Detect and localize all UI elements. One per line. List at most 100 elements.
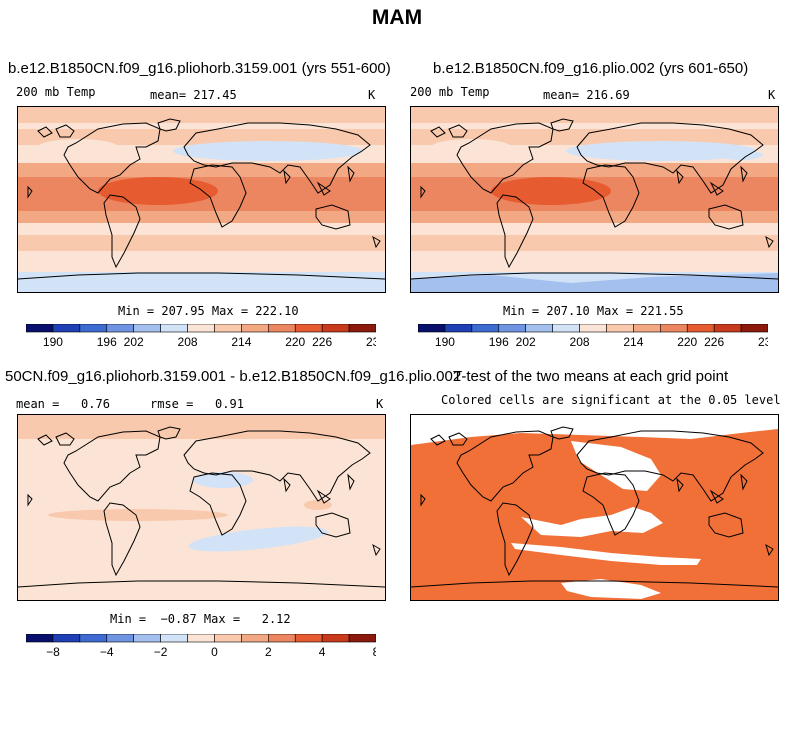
panel-1-map-coastline-11: [37, 126, 53, 138]
panel-4-title: T-test of the two means at each grid poi…: [453, 368, 729, 385]
panel-1-map-band-polar-south: [18, 272, 385, 292]
panel-3-colorbar-swatch-12: [348, 633, 377, 643]
panel-3-colorbar-swatch-11: [321, 633, 350, 643]
panel-4-map-nonsig-south-pacific: [511, 543, 701, 565]
panel-4-map-coastline-3: [576, 430, 764, 502]
panel-2-map-patch-tropical-max: [491, 177, 611, 205]
panel-1-colorbar-tick-label: 232: [366, 335, 376, 349]
panel-2-map-coastline-13: [765, 235, 774, 249]
panel-2-colorbar-swatch-11: [713, 323, 742, 333]
panel-2-mean-label: mean= 216.69: [543, 88, 630, 102]
panel-1-map-patch-north-pacific: [173, 141, 363, 161]
panel-3-colorbar-swatch-8: [241, 633, 269, 643]
panel-3-map-coastline-7: [316, 489, 331, 504]
panel-2-units-label: K: [768, 88, 776, 102]
panel-2-colorbar-swatch-0: [417, 323, 446, 333]
panel-1-colorbar-tick-label: 208: [178, 335, 198, 349]
panel-2-map-coastline-4: [582, 164, 640, 228]
panel-1-colorbar-tick-label: 190: [43, 335, 63, 349]
panel-3-map-patch-equatorial-warm: [48, 509, 228, 521]
panel-2-map-patch-north-atlantic: [431, 139, 511, 155]
panel-1-colorbar: 190 196 202 208 214 220 226 232: [25, 323, 386, 354]
panel-2-map-coastline-10: [411, 272, 778, 280]
panel-1-map-band-southern-midlat: [18, 235, 385, 251]
panel-2-colorbar-swatch-1: [444, 323, 473, 333]
panel-4-map-coastline-4: [582, 472, 640, 536]
panel-1-colorbar-swatch-3: [106, 323, 134, 333]
panel-2-map-coastline-0: [456, 122, 554, 194]
panel-3-min-max: Min = −0.87 Max = 2.12: [110, 612, 291, 626]
panel-4-map-coastline-0: [456, 430, 554, 502]
panel-1-map-coastline-4: [189, 164, 247, 228]
panel-4-map-coastline-8: [740, 473, 748, 491]
panel-2-map-coastline-9: [676, 169, 684, 185]
panel-1-map-coastline-0: [63, 122, 161, 194]
panel-3-colorbar-swatch-10: [294, 633, 323, 643]
panel-2-colorbar-tick-label: 232: [758, 335, 768, 349]
panel-1-map-coastline-10: [18, 272, 385, 280]
panel-4-map-nonsig-north-pacific: [571, 441, 661, 491]
panel-2-map-coastline-12: [420, 185, 426, 199]
panel-3-colorbar-tick-label: −4: [100, 645, 114, 659]
panel-3-map-coastline-3: [183, 430, 371, 502]
panel-4-map-nonsig-tropical-pacific: [521, 507, 663, 537]
panel-3-units-label: K: [376, 397, 384, 411]
panel-2-colorbar-swatch-4: [525, 323, 553, 333]
panel-4-map-coastline-12: [420, 493, 426, 507]
panel-2-map-coastline-11: [430, 126, 446, 138]
panel-1-map-band-polar-north: [18, 107, 385, 123]
panel-4-map-background: [411, 415, 778, 600]
panel-2-map-coastline-1: [496, 194, 534, 269]
panel-4-map-coastline-2: [550, 426, 574, 440]
panel-3-map-coastline-2: [157, 426, 181, 440]
panel-2-colorbar-tick-label: 226: [704, 335, 724, 349]
panel-3-map-coastline-12: [27, 493, 33, 507]
panel-1-map-coastline-2: [157, 118, 181, 132]
panel-2-colorbar-swatch-5: [552, 323, 580, 333]
panel-1-colorbar-swatch-4: [133, 323, 161, 333]
panel-2-colorbar-swatch-3: [498, 323, 526, 333]
panel-3-colorbar-swatch-4: [133, 633, 161, 643]
panel-3-colorbar-swatch-0: [25, 633, 54, 643]
panel-3-colorbar-tick-label: 0: [211, 645, 218, 659]
panel-4-map-coastline-5: [708, 512, 744, 538]
panel-1-colorbar-swatch-0: [25, 323, 54, 333]
panel-1-map-patch-tropical-max: [98, 177, 218, 205]
panel-3-map-coastline-0: [63, 430, 161, 502]
panel-3-map-coastline-8: [347, 473, 355, 491]
panel-3-map-coastline-10: [18, 580, 385, 588]
panel-1-colorbar-tick-label: 202: [124, 335, 144, 349]
panel-2-colorbar: 190 196 202 208 214 220 226 232: [417, 323, 778, 354]
panel-2-map-coastline-2: [550, 118, 574, 132]
panel-1-map-coastline-5: [315, 204, 351, 230]
panel-1-colorbar-tick-label: 220: [285, 335, 305, 349]
panel-3-colorbar-swatch-7: [214, 633, 242, 643]
panel-3-colorbar-tick-label: −8: [46, 645, 60, 659]
panel-1-colorbar-swatch-7: [214, 323, 242, 333]
panel-2-min-max: Min = 207.10 Max = 221.55: [503, 304, 684, 318]
panel-2-map: [410, 106, 779, 293]
panel-1-mean-label: mean= 217.45: [150, 88, 237, 102]
panel-2-map-coastline-8: [740, 165, 748, 183]
panel-1-colorbar-swatch-2: [79, 323, 108, 333]
panel-4-map-coastline-9: [676, 477, 684, 493]
panel-3-title: 50CN.f09_g16.pliohorb.3159.001 - b.e12.B…: [5, 368, 462, 385]
panel-1-colorbar-swatch-11: [321, 323, 350, 333]
panel-3-colorbar-tick-label: −2: [154, 645, 168, 659]
panel-2-map-patch-southern-ocean: [411, 273, 778, 292]
panel-1-map-coastline-13: [372, 235, 381, 249]
panel-3-map-patch-cool-north: [193, 472, 253, 488]
panel-3-map-coastline-9: [283, 477, 291, 493]
panel-2-map-coastline-5: [708, 204, 744, 230]
panel-4-map-nonsig-north: [411, 415, 778, 445]
panel-2-map-patch-north-pacific: [566, 141, 756, 161]
panel-1-min-max: Min = 207.95 Max = 222.10: [118, 304, 299, 318]
panel-2-map-coastline-3: [576, 122, 764, 194]
panel-2-map-band-southern-midlat: [411, 235, 778, 251]
panel-3-colorbar-swatch-1: [52, 633, 81, 643]
panel-2-colorbar-swatch-8: [633, 323, 661, 333]
panel-4-subtitle: Colored cells are significant at the 0.0…: [441, 393, 781, 407]
panel-2-colorbar-tick-label: 214: [623, 335, 643, 349]
panel-2-colorbar-swatch-12: [740, 323, 769, 333]
panel-3-colorbar-swatch-6: [187, 633, 215, 643]
